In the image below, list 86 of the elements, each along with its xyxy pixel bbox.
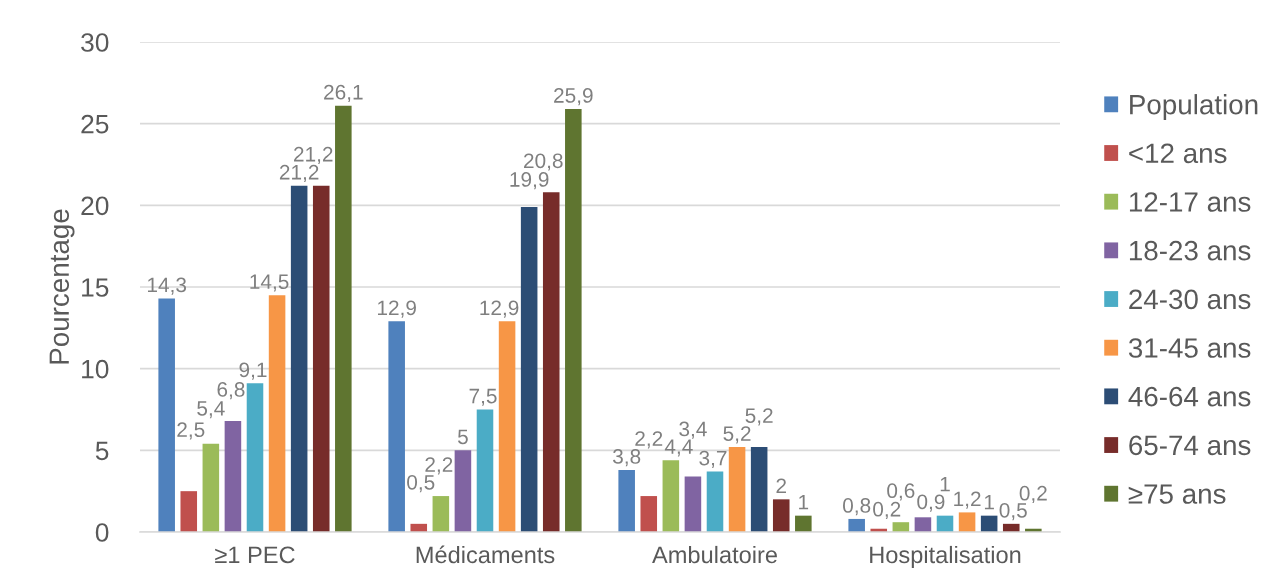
data-label: 1,2 [954,491,981,509]
bar [335,105,352,532]
legend-label: 31-45 ans [1128,338,1251,358]
data-label: 0,5 [407,474,435,493]
data-label: 0,9 [917,494,945,512]
bar [565,108,582,532]
bar [914,517,932,532]
data-label: 3,7 [699,450,727,468]
bar [750,447,768,532]
legend-label: 12-17 ans [1129,192,1251,212]
x-tick-label: ≥1 PEC [215,546,295,564]
data-label: 19,9 [510,172,549,190]
data-label: 4,4 [664,439,693,457]
data-label: 6,8 [217,382,245,400]
data-label: 14,3 [148,277,187,295]
bar [958,512,976,532]
bar [180,491,198,532]
data-label: 1 [940,477,950,492]
data-label: 3,8 [613,449,641,467]
bar [158,298,175,532]
y-tick-label: 25 [81,114,109,134]
data-label: 1 [984,495,994,510]
y-tick-label: 5 [95,441,109,461]
data-label: 0,5 [999,502,1027,521]
data-label: 3,4 [679,421,707,439]
data-label: 2 [776,478,786,494]
bar [202,443,220,532]
data-label: 5,2 [745,408,773,426]
bar [662,460,680,532]
y-axis-title: Pourcentage [49,209,75,364]
data-label: 9,1 [239,362,267,380]
bar [684,476,702,532]
y-tick-label: 0 [95,523,109,542]
x-tick-label: Médicaments [416,545,555,564]
bar [498,321,516,532]
data-label: 5 [457,429,468,445]
data-label: 2,2 [635,431,663,449]
data-label: 7,5 [469,388,497,406]
y-tick-label: 20 [81,196,109,216]
bar [618,469,635,532]
legend-label: ≥75 ans [1128,484,1226,504]
bar [795,515,812,532]
y-tick-label: 15 [82,278,109,297]
legend-label: Population [1130,94,1258,120]
bar [432,496,450,532]
bar [728,447,746,532]
bar [706,471,724,532]
data-label: 21,2 [279,164,319,183]
bar [246,383,264,532]
data-label: 0,6 [887,483,915,501]
bar [388,321,405,532]
y-tick-label: 10 [82,359,109,379]
data-label: 5,4 [197,401,225,419]
legend-label: 18-23 ans [1129,240,1251,261]
bar [290,185,308,532]
bar [224,420,242,532]
y-tick-label: 30 [81,33,109,52]
legend-label: <12 ans [1129,143,1227,164]
data-label: 25,9 [554,88,593,106]
data-label: 0,8 [843,498,871,516]
bar [542,192,560,532]
data-label: 0,2 [873,501,901,520]
data-label: 20,8 [524,153,563,171]
data-label: 26,1 [324,84,363,103]
legend-label: 65-74 ans [1129,435,1251,456]
data-label: 14,5 [250,274,289,292]
bar [520,206,538,532]
data-label: 12,9 [480,300,519,318]
bar [454,450,472,532]
data-label: 0,2 [1019,485,1047,504]
bar [268,295,286,532]
data-label: 21,2 [294,146,333,165]
data-label: 12,9 [378,300,416,318]
data-label: 5,2 [723,426,751,444]
data-label: 2,2 [425,457,453,475]
legend-label: 24-30 ans [1129,289,1251,310]
x-tick-label: Hospitalisation [870,545,1021,568]
bar [848,518,865,532]
bar [312,185,330,532]
bar [772,499,790,532]
data-label: 1 [799,495,809,510]
bar [640,496,658,532]
data-label: 2,5 [177,422,205,440]
legend-label: 46-64 ans [1128,386,1251,407]
bar [476,409,494,532]
x-tick-label: Ambulatoire [652,545,777,564]
